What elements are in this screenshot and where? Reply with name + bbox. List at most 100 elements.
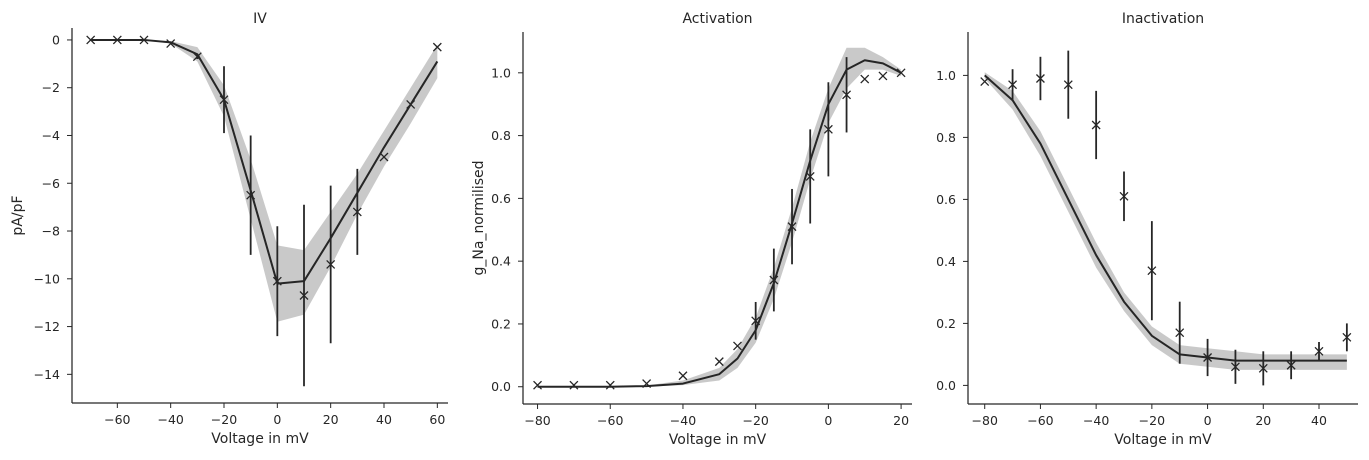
data-point-marker (192, 52, 202, 62)
data-point-marker (1258, 363, 1268, 373)
data-point-marker (299, 291, 309, 300)
chart-panel-2: −80 −60 −40 −20 0 20 0.0 0.2 0.4 0.6 0.8 1.0 Activat… (471, 11, 912, 448)
data-point-marker (326, 260, 336, 269)
y-tick-label: 0.8 (936, 130, 956, 145)
data-point-marker (980, 77, 990, 87)
data-point-marker (751, 316, 761, 326)
x-axis-label: Voltage in mV (211, 431, 309, 447)
model-confidence-band (90, 39, 438, 322)
y-tick-label: −4 (42, 128, 60, 143)
model-confidence-band (984, 72, 1347, 370)
data-point-marker (842, 90, 852, 100)
x-axis-label: Voltage in mV (669, 432, 767, 448)
data-point-marker (1314, 346, 1324, 356)
data-point-marker (714, 357, 724, 367)
y-tick-label: −10 (34, 271, 60, 286)
model-line (90, 38, 439, 285)
data-point-marker (860, 74, 870, 84)
y-tick-label: 1.0 (491, 65, 511, 80)
x-tick-label: 60 (429, 412, 445, 427)
y-tick-label: 1.0 (936, 68, 956, 83)
x-tick-label: 20 (323, 412, 339, 427)
y-tick-label: −14 (34, 367, 60, 382)
y-tick-label: −8 (42, 224, 60, 239)
data-point-marker (787, 222, 797, 232)
data-point-marker (1008, 80, 1018, 90)
data-point-marker (1063, 80, 1073, 90)
data-point-marker (1175, 328, 1185, 338)
y-tick-label: −2 (42, 80, 60, 95)
x-tick-label: 40 (376, 412, 392, 427)
data-point-marker (1091, 120, 1101, 130)
data-point-marker (379, 152, 389, 162)
y-tick-label: −12 (34, 319, 60, 334)
x-tick-label: −20 (211, 412, 237, 427)
x-tick-label: −20 (742, 413, 768, 428)
y-tick-label: 0.4 (936, 254, 956, 269)
data-point-marker (86, 35, 96, 45)
x-tick-label: −60 (1027, 413, 1053, 428)
y-tick-label: −6 (42, 176, 60, 191)
y-tick-label: 0 (52, 32, 60, 47)
data-point-marker (1203, 353, 1213, 362)
x-tick-label: 0 (824, 413, 832, 428)
y-tick-label: 0.2 (491, 316, 511, 331)
data-point-marker (219, 95, 229, 105)
x-tick-label: −40 (670, 413, 696, 428)
model-line (537, 59, 902, 388)
data-point-marker (733, 341, 742, 351)
x-tick-label: −40 (157, 412, 183, 427)
x-tick-label: 20 (893, 413, 909, 428)
chart-title: Inactivation (1122, 11, 1204, 27)
x-tick-label: 40 (1311, 413, 1327, 428)
data-point-marker (1286, 360, 1296, 370)
data-point-marker (352, 207, 362, 217)
data-point-marker (139, 35, 149, 45)
data-point-marker (432, 42, 442, 52)
data-point-marker (1119, 191, 1129, 201)
data-point-marker (406, 99, 416, 109)
chart-panel-3: −80 −60 −40 −20 0 20 40 0.0 0.2 0.4 0.6 0.8 1.0 Inact… (936, 11, 1358, 448)
data-point-marker (642, 379, 652, 389)
x-tick-label: −60 (597, 413, 623, 428)
x-tick-label: −20 (1139, 413, 1165, 428)
data-point-marker (112, 35, 122, 45)
data-point-marker (166, 39, 176, 48)
y-tick-label: 0.6 (491, 191, 511, 206)
x-tick-label: −60 (104, 412, 130, 427)
data-point-marker (272, 276, 282, 286)
x-tick-label: −80 (972, 413, 998, 428)
data-point-marker (1342, 332, 1352, 342)
x-tick-label: 20 (1255, 413, 1271, 428)
x-axis-label: Voltage in mV (1114, 432, 1212, 448)
y-axis-label: pA/pF (10, 195, 26, 235)
data-point-marker (896, 68, 906, 78)
data-point-marker (605, 380, 615, 390)
x-tick-label: −80 (524, 413, 550, 428)
y-tick-label: 0.0 (936, 378, 956, 393)
chart-panel-1: −60 −40 −20 0 20 40 60 0 −2 −4 −6 −8 −10 −12 −14 IV Volt… (10, 11, 448, 447)
data-point-marker (823, 124, 833, 134)
y-tick-label: 0.2 (936, 316, 956, 331)
y-tick-label: 0.8 (491, 128, 511, 143)
data-point-marker (805, 171, 815, 181)
data-point-marker (1147, 266, 1157, 276)
data-point-marker (533, 380, 543, 390)
x-tick-label: −40 (1083, 413, 1109, 428)
data-point-marker (678, 371, 688, 381)
y-tick-label: 0.4 (491, 254, 511, 269)
y-tick-label: 0.6 (936, 192, 956, 207)
x-tick-label: 0 (273, 412, 281, 427)
x-tick-label: 0 (1204, 413, 1212, 428)
data-point-marker (246, 190, 256, 200)
data-point-marker (569, 380, 579, 390)
data-point-marker (1230, 362, 1240, 372)
chart-title: Activation (682, 11, 752, 27)
y-axis-label: g_Na_normilised (471, 161, 487, 276)
data-point-marker (769, 275, 779, 285)
data-point-marker (878, 71, 888, 81)
y-tick-label: 0.0 (491, 379, 511, 394)
model-line (984, 74, 1347, 362)
chart-title: IV (253, 11, 267, 27)
data-point-marker (1035, 74, 1045, 83)
